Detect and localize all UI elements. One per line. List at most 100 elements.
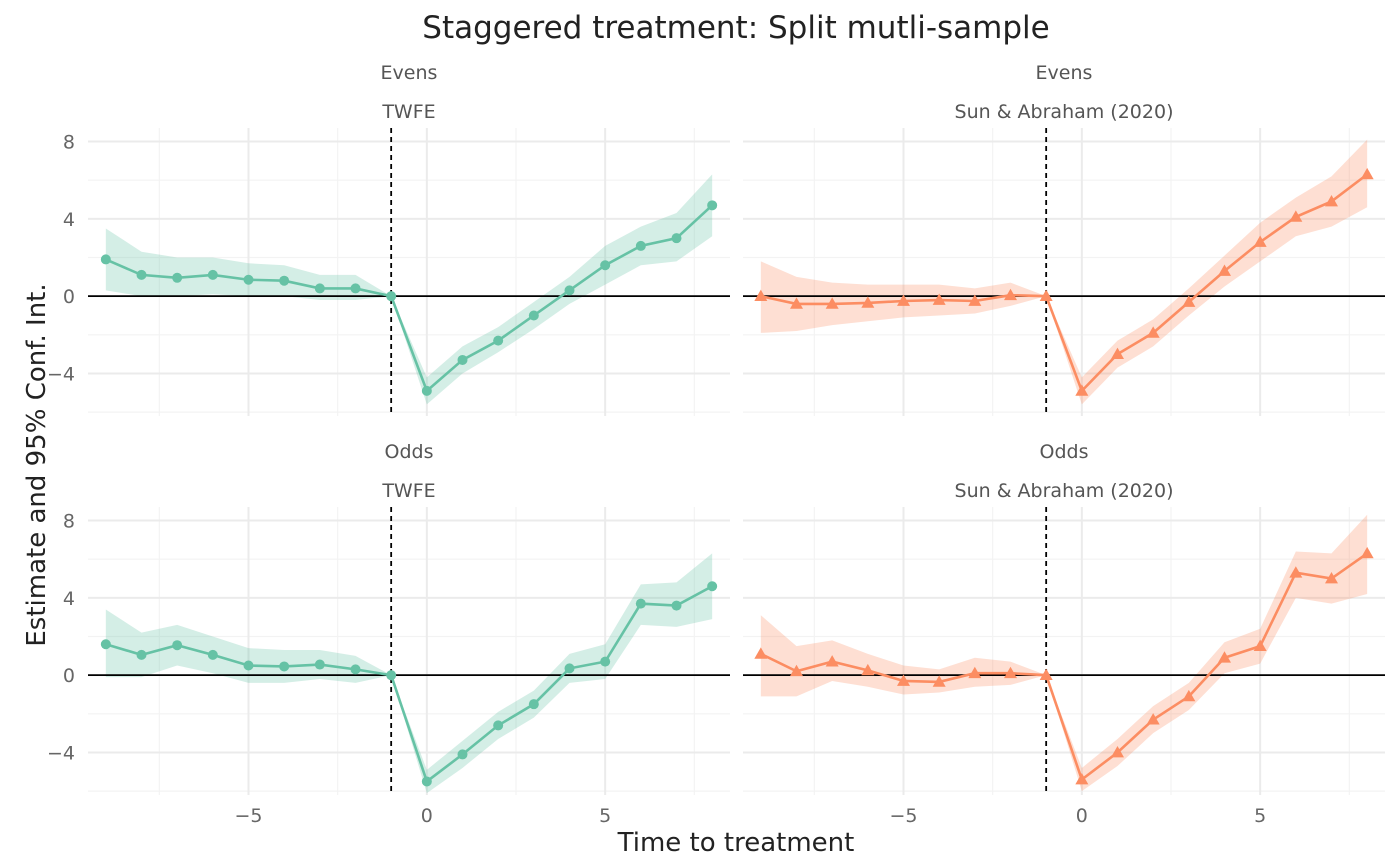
estimate-point <box>279 275 290 286</box>
estimate-point <box>528 699 539 710</box>
estimate-point <box>707 200 718 211</box>
estimate-point <box>671 233 682 244</box>
estimate-point <box>564 663 575 674</box>
estimate-point <box>1289 210 1303 222</box>
estimate-point <box>600 260 611 271</box>
chart-title: Staggered treatment: Split mutli-sample <box>422 10 1049 46</box>
x-tick-label: −5 <box>234 805 262 827</box>
estimate-point <box>635 598 646 609</box>
estimate-point <box>172 272 183 283</box>
panel-sample-label: Evens <box>1036 62 1093 84</box>
estimate-point <box>207 649 218 660</box>
estimate-point <box>564 285 575 296</box>
estimate-line <box>760 552 1368 782</box>
estimate-point <box>1111 745 1124 758</box>
y-axis-title: Estimate and 95% Conf. Int. <box>22 283 52 646</box>
estimate-point <box>457 354 468 365</box>
estimate-point <box>386 291 397 302</box>
estimate-point <box>1039 668 1053 681</box>
estimate-point <box>493 335 504 346</box>
estimate-point <box>136 269 147 280</box>
estimate-point <box>1004 666 1017 679</box>
estimate-point <box>825 655 839 667</box>
estimate-point <box>457 749 468 760</box>
estimate-point <box>421 385 432 396</box>
y-tick-label: 0 <box>63 286 75 308</box>
y-tick-label: 4 <box>63 209 75 231</box>
estimate-point <box>1182 689 1196 702</box>
estimate-point <box>932 675 946 687</box>
confidence-band <box>760 139 1368 405</box>
estimate-point <box>1146 326 1160 338</box>
estimate-point <box>1253 639 1267 652</box>
estimate-point <box>1360 167 1374 180</box>
estimate-point <box>754 647 768 659</box>
estimate-point <box>1253 235 1267 247</box>
estimate-point <box>861 296 875 308</box>
estimate-point <box>421 776 432 787</box>
estimate-point <box>707 581 718 592</box>
estimate-point <box>790 297 803 309</box>
estimate-point <box>100 254 111 265</box>
confidence-band <box>105 553 713 794</box>
estimate-point <box>528 310 539 321</box>
estimate-point <box>932 293 946 305</box>
confidence-band <box>760 514 1368 792</box>
estimate-point <box>897 294 910 306</box>
panel-sample-label: Odds <box>1040 441 1089 463</box>
estimate-point <box>1360 546 1374 559</box>
estimate-point <box>1325 194 1338 207</box>
panel-estimator-label: TWFE <box>381 101 435 123</box>
estimate-point <box>1075 384 1089 396</box>
estimate-point <box>1325 572 1338 584</box>
estimate-point <box>825 297 839 309</box>
estimate-point <box>861 663 875 676</box>
estimate-point <box>1146 713 1160 725</box>
estimate-point <box>1289 566 1303 578</box>
estimate-point <box>671 600 682 611</box>
estimate-point <box>350 664 361 675</box>
estimate-point <box>1111 347 1124 360</box>
estimate-point <box>1004 288 1017 301</box>
x-tick-label: 0 <box>1076 805 1088 827</box>
y-tick-label: 8 <box>63 511 75 533</box>
estimate-line <box>105 204 714 394</box>
y-tick-label: 4 <box>63 588 75 610</box>
estimate-point <box>386 670 397 681</box>
estimate-point <box>100 639 111 650</box>
confidence-band <box>105 174 713 405</box>
panel-2: Evens Sun & Abraham (2020) <box>743 62 1385 416</box>
estimate-point <box>790 664 803 677</box>
panel-estimator-label: TWFE <box>381 480 435 502</box>
estimate-point <box>136 649 147 660</box>
estimate-point <box>1182 295 1196 307</box>
y-tick-label: −4 <box>47 363 75 385</box>
estimate-line <box>760 173 1368 394</box>
estimate-point <box>243 274 254 285</box>
y-tick-label: 8 <box>63 132 75 154</box>
estimate-point <box>314 659 325 670</box>
x-tick-label: 5 <box>1254 805 1266 827</box>
estimate-point <box>172 640 183 651</box>
panel-4: Odds Sun & Abraham (2020) −5 0 5 <box>743 441 1385 827</box>
x-tick-label: 0 <box>421 805 433 827</box>
estimate-point <box>350 283 361 294</box>
panel-estimator-label: Sun & Abraham (2020) <box>955 480 1174 502</box>
estimate-point <box>1218 264 1231 276</box>
estimate-point <box>279 661 290 672</box>
estimate-point <box>968 666 982 679</box>
estimate-point <box>635 240 646 251</box>
estimate-point <box>243 660 254 671</box>
estimate-point <box>314 283 325 294</box>
estimate-point <box>1039 289 1053 302</box>
x-axis-title: Time to treatment <box>617 828 855 858</box>
y-tick-label: −4 <box>47 742 75 764</box>
estimate-point <box>897 674 910 686</box>
panel-1: Evens TWFE −4 0 4 8 <box>47 62 730 416</box>
x-tick-label: −5 <box>889 805 917 827</box>
estimate-point <box>754 289 768 302</box>
panel-estimator-label: Sun & Abraham (2020) <box>955 101 1174 123</box>
panel-sample-label: Odds <box>385 441 434 463</box>
